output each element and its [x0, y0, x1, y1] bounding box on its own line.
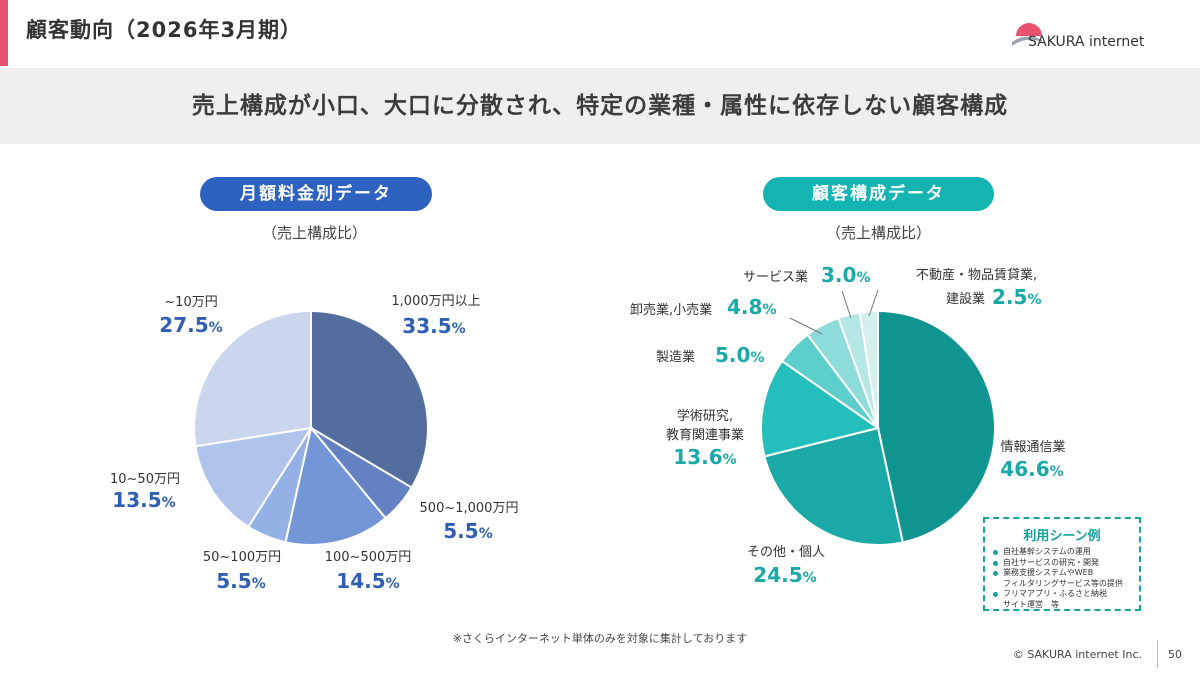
- usage-item: 自社基幹システムの運用: [991, 547, 1123, 558]
- value-1000man-plus: 33.5%: [402, 314, 465, 338]
- pie-chart-monthly-fee: [193, 309, 429, 546]
- label-manufacturing: 製造業: [656, 349, 695, 365]
- pie-slice-0: [877, 309, 996, 544]
- value-100-500man: 14.5%: [336, 569, 399, 593]
- value-services: 3.0%: [821, 263, 870, 287]
- usage-examples-title: 利用シーン例: [1023, 529, 1101, 544]
- label-academic-line1: 学術研究,: [677, 408, 733, 424]
- pie-slice-4: [194, 426, 314, 529]
- pie-chart-customer-composition: [760, 309, 996, 546]
- headline-banner: 売上構成が小口、大口に分散され、特定の業種・属性に依存しない顧客構成: [0, 68, 1200, 144]
- sakura-logo: SAKURA internet: [1012, 20, 1172, 54]
- monthly-fee-pill: 月額料金別データ: [200, 177, 432, 211]
- pie-slice-2: [284, 425, 387, 546]
- label-realestate-line2: 建設業: [946, 291, 985, 307]
- headline-text: 売上構成が小口、大口に分散され、特定の業種・属性に依存しない顧客構成: [191, 93, 1009, 119]
- pie-slice-2: [760, 359, 881, 458]
- logo-text: SAKURA internet: [1028, 34, 1145, 50]
- label-10-50man: 10~50万円: [110, 472, 180, 487]
- usage-item: 業務支援システムやWEB: [991, 568, 1123, 579]
- footer-divider: [1157, 640, 1158, 668]
- label-academic-line2: 教育関連事業: [666, 427, 744, 443]
- pie-slice-0: [310, 309, 429, 489]
- customer-composition-pill: 顧客構成データ: [763, 177, 994, 211]
- value-manufacturing: 5.0%: [715, 343, 764, 367]
- label-wholesale-retail: 卸売業,小売業: [630, 302, 712, 318]
- usage-item: フィルタリングサービス等の提供: [1003, 578, 1123, 588]
- title-accent-bar: [0, 0, 8, 66]
- value-academic: 13.6%: [673, 445, 736, 469]
- footnote: ※さくらインターネット単体のみを対象に集計しております: [452, 632, 748, 645]
- leader-line-wholesale: [789, 317, 823, 335]
- usage-item: 自社サービスの研究・開発: [991, 558, 1123, 569]
- value-under-10man: 27.5%: [159, 313, 222, 337]
- value-wholesale-retail: 4.8%: [727, 295, 776, 319]
- label-services: サービス業: [743, 269, 808, 285]
- value-50-100man: 5.5%: [216, 569, 265, 593]
- copyright: © SAKURA internet Inc.: [1012, 648, 1142, 661]
- value-realestate: 2.5%: [992, 285, 1041, 309]
- value-others-individual: 24.5%: [753, 563, 816, 587]
- pie-slice-6: [858, 309, 879, 429]
- label-100-500man: 100~500万円: [325, 550, 412, 565]
- label-under-10man: ~10万円: [164, 295, 217, 310]
- usage-item: サイト運営 等: [1003, 599, 1059, 609]
- label-others-individual: その他・個人: [747, 545, 825, 560]
- usage-examples-list: 自社基幹システムの運用 自社サービスの研究・開発 業務支援システムやWEB フィ…: [991, 547, 1123, 610]
- label-1000man-plus: 1,000万円以上: [391, 294, 480, 309]
- left-subtitle: （売上構成比）: [262, 224, 368, 242]
- label-ict: 情報通信業: [1000, 439, 1065, 455]
- usage-item: フリマアプリ・ふるさと納税: [991, 589, 1123, 600]
- label-50-100man: 50~100万円: [203, 550, 281, 565]
- value-ict: 46.6%: [1000, 457, 1063, 481]
- value-10-50man: 13.5%: [112, 488, 175, 512]
- leader-line-realestate: [868, 289, 879, 317]
- label-500-1000man: 500~1,000万円: [420, 501, 519, 516]
- label-realestate-line1: 不動産・物品賃貸業,: [916, 267, 1037, 283]
- sakura-logo-icon: [1012, 23, 1042, 46]
- slide-title: 顧客動向（2026年3月期）: [26, 18, 303, 42]
- value-500-1000man: 5.5%: [443, 519, 492, 543]
- pie-slice-1: [763, 426, 904, 546]
- pie-slice-5: [193, 309, 312, 448]
- leader-line-service: [841, 290, 852, 319]
- usage-examples-box: 利用シーン例 自社基幹システムの運用 自社サービスの研究・開発 業務支援システム…: [983, 517, 1141, 611]
- right-subtitle: （売上構成比）: [826, 224, 932, 242]
- page-number: 50: [1168, 648, 1182, 661]
